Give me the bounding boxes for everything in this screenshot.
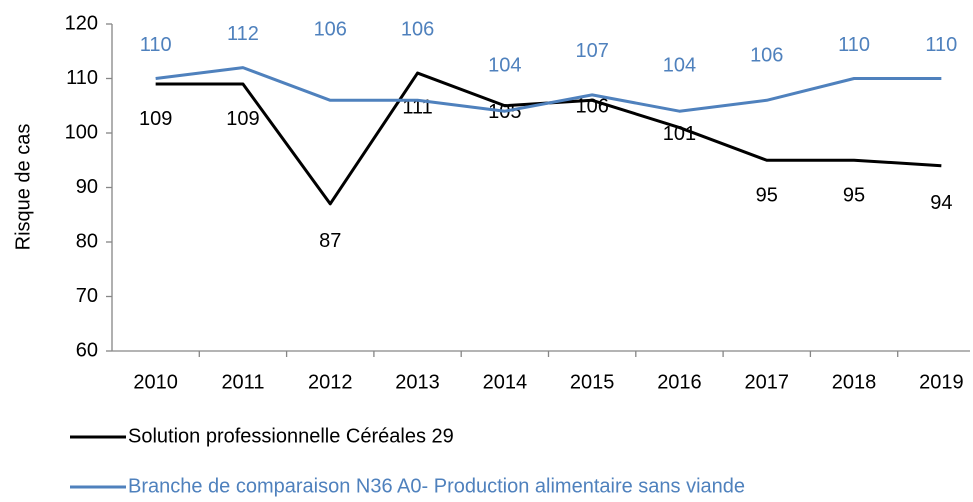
data-label: 107 (575, 40, 608, 62)
data-label: 101 (663, 123, 696, 145)
y-tick-label: 120 (65, 12, 98, 34)
data-label: 106 (401, 19, 434, 41)
data-label: 106 (750, 45, 783, 67)
y-tick-label: 110 (66, 67, 98, 89)
y-tick-label: 100 (65, 121, 98, 143)
x-tick-label: 2011 (221, 371, 264, 393)
x-tick-label: 2015 (570, 371, 615, 393)
y-tick-label: 90 (76, 176, 98, 198)
data-label: 109 (139, 108, 172, 130)
x-tick-label: 2013 (395, 371, 440, 393)
data-label: 87 (319, 230, 341, 252)
data-label: 104 (488, 54, 521, 76)
data-label: 110 (838, 34, 870, 56)
y-tick-label: 80 (76, 230, 98, 252)
legend-label: Branche de comparaison N36 A0- Productio… (128, 475, 745, 497)
series-line (155, 71, 942, 206)
x-tick-label: 2012 (308, 371, 353, 393)
x-tick-label: 2010 (133, 371, 178, 393)
y-tick-label: 60 (76, 339, 98, 361)
data-label: 112 (227, 23, 259, 45)
data-label: 106 (314, 19, 347, 41)
legend-label: Solution professionnelle Céréales 29 (128, 425, 454, 447)
series-line (155, 66, 942, 113)
x-tick-label: 2014 (483, 371, 528, 393)
data-label: 109 (226, 108, 259, 130)
data-label: 110 (925, 34, 957, 56)
y-tick-label: 70 (76, 285, 98, 307)
data-label: 104 (663, 54, 696, 76)
data-label: 95 (756, 185, 778, 207)
x-tick-label: 2018 (832, 371, 877, 393)
x-tick-label: 2019 (919, 371, 964, 393)
data-label: 106 (575, 96, 608, 118)
y-axis-label: Risque de cas (12, 124, 34, 251)
data-label: 94 (930, 192, 952, 214)
x-tick-label: 2016 (657, 371, 702, 393)
data-label: 95 (843, 185, 865, 207)
x-tick-label: 2017 (745, 371, 790, 393)
data-label: 110 (140, 34, 172, 56)
